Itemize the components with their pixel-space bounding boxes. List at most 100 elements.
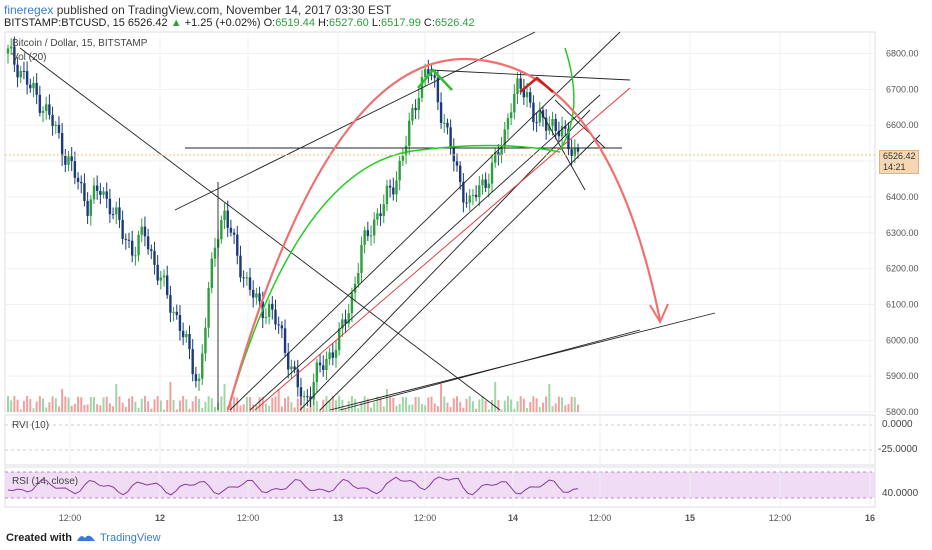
volume-bar xyxy=(459,401,462,412)
volume-bar xyxy=(440,383,443,412)
volume-bar xyxy=(86,404,89,412)
candle-body xyxy=(226,210,229,228)
price-chart[interactable]: 6800.006700.006600.006500.006400.006300.… xyxy=(0,0,932,527)
candle-body xyxy=(455,161,459,166)
volume-bar xyxy=(121,402,124,412)
rvi-pane xyxy=(4,414,876,466)
candle-body xyxy=(490,162,494,184)
candles xyxy=(6,36,580,408)
volume-bar xyxy=(264,403,267,412)
candle-body xyxy=(296,369,299,388)
candle-body xyxy=(185,334,188,338)
volume-bar xyxy=(424,405,427,412)
tradingview-brand[interactable]: TradingView xyxy=(100,532,161,544)
candle-body xyxy=(516,78,519,95)
volume-bar xyxy=(38,396,41,412)
price-tag-value: 6526.42 xyxy=(883,151,916,161)
candle-body xyxy=(417,97,420,111)
candle-body xyxy=(80,182,83,184)
volume-bar xyxy=(567,404,570,412)
volume-bar xyxy=(258,397,261,412)
candle-body xyxy=(462,182,465,203)
y-tick-label: 6000.00 xyxy=(886,335,919,345)
y-tick-label: 6200.00 xyxy=(886,264,919,274)
open-label: O: xyxy=(263,17,276,29)
candle-body xyxy=(162,275,166,278)
candle-body xyxy=(427,69,430,75)
candle-body xyxy=(388,185,392,188)
candle-body xyxy=(25,71,29,85)
candle-body xyxy=(178,315,182,331)
volume-bar xyxy=(522,398,525,412)
candle-body xyxy=(274,309,277,325)
volume-bar xyxy=(134,401,137,412)
y-axis: 6800.006700.006600.006500.006400.006300.… xyxy=(886,49,919,417)
candle-body xyxy=(41,110,45,113)
volume-bar xyxy=(392,397,395,412)
volume-bar xyxy=(115,383,118,412)
volume-bar xyxy=(487,409,490,412)
candle-body xyxy=(532,102,535,123)
candle-body xyxy=(207,287,210,328)
candle-body xyxy=(105,191,108,199)
volume-bar xyxy=(497,399,500,412)
volume-bar xyxy=(436,406,439,412)
candle-body xyxy=(567,128,570,150)
x-tick-label: 12:00 xyxy=(59,513,82,523)
volume-bar xyxy=(102,397,105,412)
candle-body xyxy=(223,210,226,221)
candle-body xyxy=(458,165,462,183)
candle-body xyxy=(51,114,54,126)
volume-bar xyxy=(519,396,522,412)
volume-bar xyxy=(204,401,207,412)
volume-bar xyxy=(32,408,35,412)
volume-bar xyxy=(64,396,67,412)
candle-body xyxy=(64,155,67,165)
volume-bar xyxy=(105,396,108,412)
volume-bar xyxy=(198,398,201,412)
candle-body xyxy=(197,378,201,381)
drawing-tools xyxy=(19,31,716,411)
volume-bar xyxy=(77,396,80,412)
volume-bar xyxy=(99,405,102,412)
candle-body xyxy=(497,152,500,156)
candle-body xyxy=(220,220,223,240)
candle-body xyxy=(443,122,446,124)
candle-body xyxy=(481,179,484,186)
candle-body xyxy=(239,255,242,278)
vol-label: Vol (20) xyxy=(12,52,47,63)
candle-body xyxy=(16,64,19,78)
candle-body xyxy=(306,396,309,398)
candle-body xyxy=(22,70,26,72)
volume-bar xyxy=(191,401,194,412)
candle-body xyxy=(484,179,487,188)
candle-body xyxy=(318,362,322,366)
volume-bar xyxy=(220,396,223,412)
publish-info: fineregex published on TradingView.com, … xyxy=(4,3,391,17)
x-tick-label: 16 xyxy=(865,513,875,523)
x-tick-label: 14 xyxy=(508,513,518,523)
symbol-label: BITSTAMP:BTCUSD, 15 xyxy=(4,17,125,29)
candle-body xyxy=(38,94,42,113)
candle-body xyxy=(439,102,443,123)
volume-bar xyxy=(131,396,134,412)
volume-bar xyxy=(420,404,423,412)
candle-body xyxy=(465,202,468,204)
projection-arc xyxy=(226,57,662,411)
volume-bar xyxy=(366,398,369,412)
candle-body xyxy=(382,204,385,217)
volume-bar xyxy=(449,407,452,412)
volume-bar xyxy=(80,397,83,412)
volume-bar xyxy=(296,398,299,412)
username-link[interactable]: fineregex xyxy=(4,3,54,17)
candle-body xyxy=(529,92,532,103)
candle-body xyxy=(290,366,293,370)
candle-body xyxy=(449,127,452,149)
candle-body xyxy=(210,258,213,288)
volume-bar xyxy=(128,398,131,412)
volume-bar xyxy=(207,396,210,412)
tradingview-logo-icon xyxy=(77,535,95,541)
candle-body xyxy=(153,250,156,265)
volume-bar xyxy=(147,401,150,412)
volume-bar xyxy=(48,402,51,412)
